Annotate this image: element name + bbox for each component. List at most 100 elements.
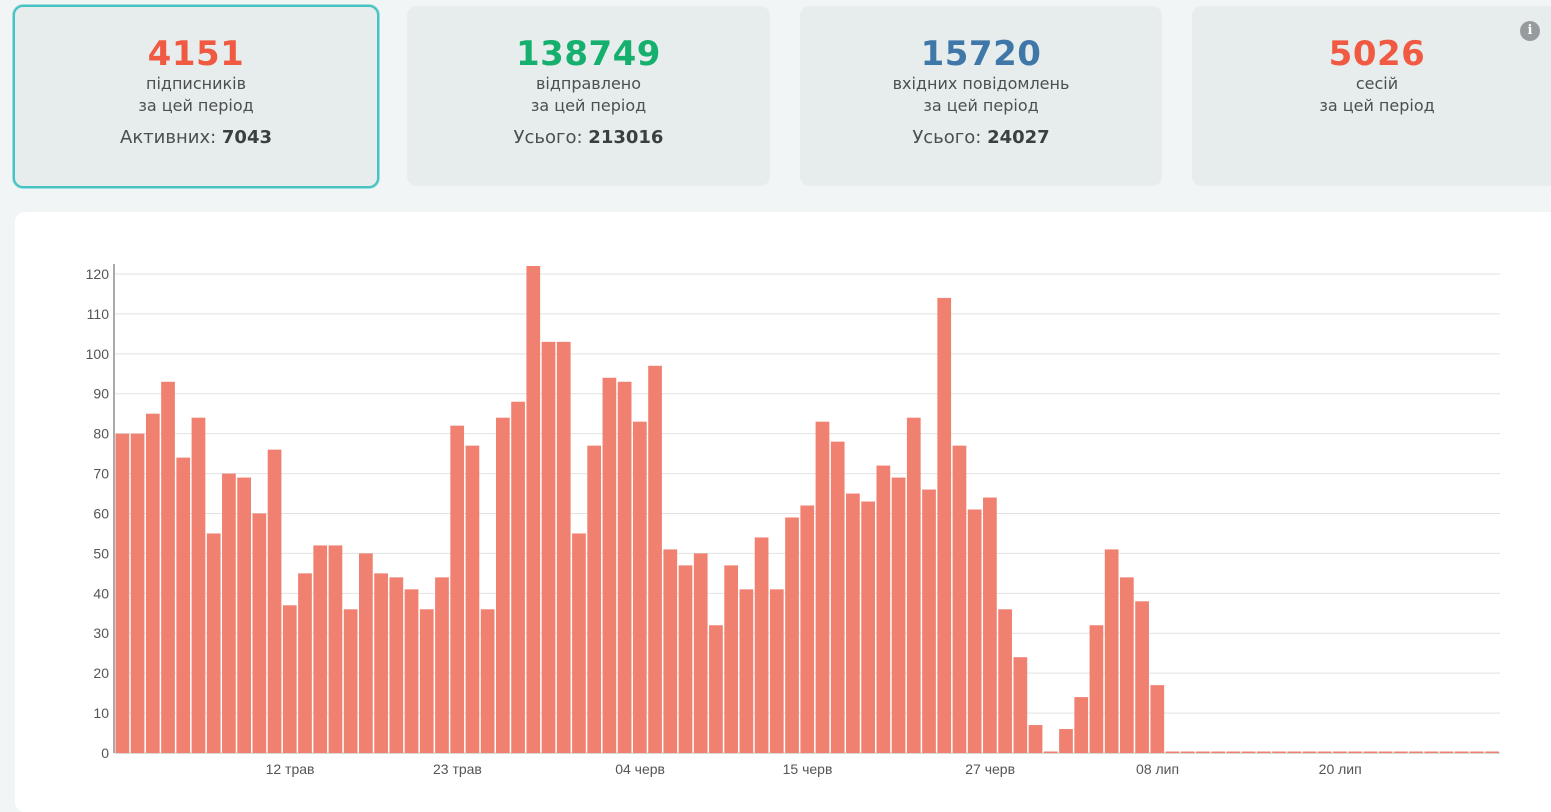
bar[interactable] [556,341,571,753]
bar[interactable] [922,489,936,753]
bar[interactable] [1470,751,1484,754]
bar[interactable] [1150,685,1165,753]
bar[interactable] [252,513,267,753]
bar[interactable] [480,609,495,753]
bar[interactable] [145,413,160,753]
bar[interactable] [952,445,967,753]
bar[interactable] [678,565,693,753]
bar[interactable] [1059,729,1073,753]
bar[interactable] [1363,751,1378,754]
bar[interactable] [1256,751,1271,754]
bar[interactable] [1043,751,1058,754]
bar[interactable] [298,573,312,753]
bar[interactable] [967,509,982,754]
bar[interactable] [1135,601,1149,753]
bar[interactable] [709,625,723,753]
bar[interactable] [1165,751,1180,754]
bar[interactable] [876,465,891,753]
bar[interactable] [161,381,175,753]
bar[interactable] [1393,751,1408,754]
sent-card[interactable]: 138749 відправлено за цей період Усього:… [407,6,770,186]
bar[interactable] [617,381,632,753]
bar[interactable] [404,589,419,753]
bar[interactable] [846,493,860,753]
bar[interactable] [176,457,191,753]
bar[interactable] [115,433,130,753]
bar[interactable] [1196,751,1210,754]
bar[interactable] [891,477,906,753]
bar[interactable] [602,377,617,753]
bar[interactable] [587,445,602,753]
stats-cards: 4151 підписників за цей період Активних:… [0,0,1551,200]
bar[interactable] [754,537,769,753]
bar[interactable] [906,417,921,753]
bar[interactable] [632,421,647,753]
bar[interactable] [130,433,145,753]
bar[interactable] [785,517,799,753]
bar[interactable] [237,477,251,753]
bar[interactable] [313,545,328,753]
bar[interactable] [1241,751,1256,754]
bar[interactable] [541,341,556,753]
chart-panel: 0 10 20 30 40 50 60 70 80 90 100 110 120 12 трав 23 тр… [15,212,1551,812]
bar[interactable] [206,533,221,753]
bar[interactable] [222,473,236,753]
bar[interactable] [1104,549,1119,753]
bar[interactable] [1089,625,1104,753]
bar[interactable] [693,553,708,753]
bar[interactable] [1333,751,1347,754]
bar[interactable] [1120,577,1134,753]
bar[interactable] [419,609,434,753]
bar[interactable] [1317,751,1332,754]
bar[interactable] [663,549,678,753]
incoming-card[interactable]: 15720 вхідних повідомлень за цей період … [800,6,1162,186]
bar[interactable] [572,533,586,753]
bar[interactable] [1409,751,1423,754]
bar[interactable] [998,609,1012,753]
sessions-card[interactable]: 5026 сесій за цей період [1192,6,1551,186]
bar[interactable] [937,297,952,753]
bar[interactable] [1424,751,1439,754]
bar[interactable] [1226,751,1241,754]
bar[interactable] [983,497,997,753]
bar[interactable] [1439,751,1454,754]
bar[interactable] [1454,751,1469,754]
bar[interactable] [343,609,358,753]
bar[interactable] [861,501,875,753]
bar[interactable] [648,365,662,753]
bar[interactable] [739,589,754,753]
bar[interactable] [1378,751,1393,754]
bar[interactable] [450,425,465,753]
bar[interactable] [1074,697,1089,753]
bar[interactable] [1028,725,1043,753]
info-icon[interactable]: i [1520,21,1540,41]
bar[interactable] [1302,751,1317,754]
bar[interactable] [389,577,404,753]
bar[interactable] [267,449,282,753]
bar[interactable] [815,421,830,753]
subscribers-card[interactable]: 4151 підписників за цей період Активних:… [13,5,379,188]
bar[interactable] [191,417,206,753]
bar[interactable] [1272,751,1286,754]
bar[interactable] [465,445,480,753]
bar[interactable] [511,401,525,753]
subscribers-label: підписників [145,74,247,93]
bar[interactable] [724,565,739,753]
bar[interactable] [1013,657,1028,753]
bar[interactable] [1348,751,1363,754]
bar[interactable] [1180,751,1195,754]
incoming-period-label: за цей період [923,96,1039,115]
bar[interactable] [800,505,815,753]
bar[interactable] [359,553,373,753]
bar[interactable] [374,573,388,753]
bar[interactable] [435,577,449,753]
bar[interactable] [328,545,343,753]
bar[interactable] [282,605,297,753]
bar[interactable] [769,589,784,753]
bar[interactable] [1287,751,1302,754]
bar[interactable] [526,266,541,753]
bar[interactable] [1211,751,1226,754]
bar[interactable] [1485,751,1499,754]
bar[interactable] [830,441,845,753]
bar[interactable] [495,417,510,753]
